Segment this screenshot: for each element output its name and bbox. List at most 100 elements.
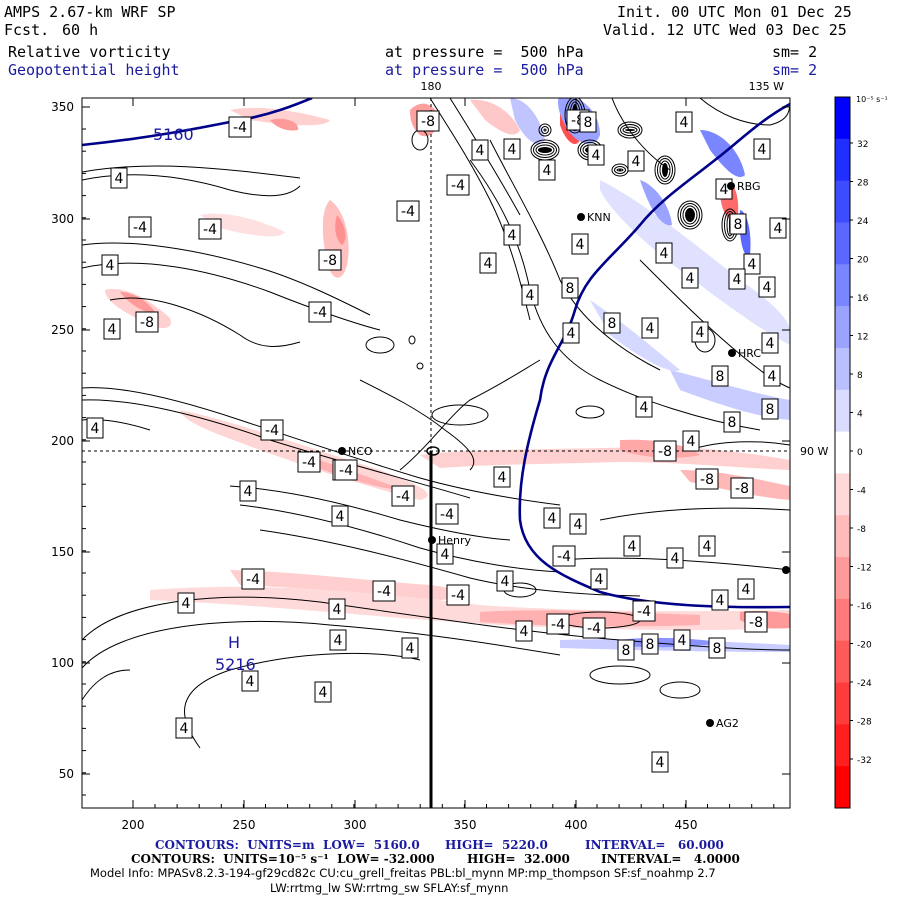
contour-label: 8 (766, 402, 775, 418)
station-dot (727, 182, 735, 190)
contour-label-box (627, 150, 645, 172)
contour-label: 4 (508, 142, 517, 158)
station-dot (782, 566, 790, 574)
contour-label: 4 (441, 547, 450, 563)
contour-label: 4 (576, 237, 585, 253)
colorbar-tick-label: 28 (857, 179, 869, 189)
contour-label-box (241, 670, 259, 692)
contour-label-box (708, 637, 726, 659)
vorticity-contour-cluster (654, 155, 676, 185)
colorbar-swatch (835, 222, 850, 265)
y-tick-label: 200 (51, 434, 74, 448)
contour-label-box (416, 110, 440, 132)
contour-label: -4 (313, 305, 327, 321)
contour-label: 8 (584, 115, 593, 131)
colorbar-tick-label: -32 (857, 756, 872, 766)
vorticity-shade (470, 99, 520, 135)
contour-label-box (641, 633, 659, 655)
contour-label: 4 (108, 322, 117, 338)
contour-label-box (515, 620, 533, 642)
vorticity-contour-loop (431, 404, 489, 426)
contour-label: 4 (680, 115, 689, 131)
footer-vort-interval: INTERVAL= 4.0000 (601, 852, 740, 866)
contour-label: 4 (484, 256, 493, 272)
contour-label: 4 (696, 325, 705, 341)
contour-label-box (372, 580, 396, 602)
contour-label-box (635, 396, 653, 418)
contour-label: 4 (501, 574, 510, 590)
contour-label: 4 (716, 593, 725, 609)
contour-label-box (493, 466, 511, 488)
contour-label: 8 (646, 637, 655, 653)
colorbar-swatch (835, 766, 850, 809)
contour-label-box (308, 301, 332, 323)
x-tick-label: 250 (233, 818, 256, 832)
contour-label: 4 (687, 434, 696, 450)
colorbar-tick-label: 12 (857, 333, 868, 343)
contour-label: -4 (637, 604, 651, 620)
vorticity-shade (230, 570, 459, 600)
contour-label: -4 (451, 178, 465, 194)
colorbar-tick-label: -20 (857, 641, 872, 651)
contour-label: -8 (700, 472, 714, 488)
footer-vort-high: HIGH= 32.000 (467, 852, 570, 866)
y-tick-label: 100 (51, 656, 74, 670)
contour-label-box (763, 365, 781, 387)
colorbar-swatch (835, 97, 850, 140)
contour-label: -4 (551, 617, 565, 633)
contour-label: 4 (660, 246, 669, 262)
contour-label-box (503, 224, 521, 246)
forecast-hour: 60 h (62, 21, 99, 39)
contour-label-box (682, 430, 700, 452)
model-title: AMPS 2.67-km WRF SP (4, 3, 176, 21)
vorticity-shade (600, 180, 790, 345)
contour-label: 4 (548, 511, 557, 527)
y-tick-label: 50 (59, 767, 74, 781)
contour-label: 4 (671, 551, 680, 567)
contour-label: 8 (728, 415, 737, 431)
contour-label-box (579, 111, 597, 133)
vorticity-shade (335, 215, 346, 245)
vorticity-contour-cluster (538, 123, 552, 137)
contour-label: 4 (543, 163, 552, 179)
colorbar-swatch (835, 431, 850, 474)
meridian-label-90w: 90 W (800, 445, 828, 458)
contour-label: 4 (766, 336, 775, 352)
contour-label-box (673, 629, 691, 651)
footer-model-info: Model Info: MPASv8.2.3-194-gf29cd82c CU:… (90, 866, 716, 880)
vorticity-contour (82, 596, 790, 651)
vorticity-shade (670, 370, 790, 420)
contour-label-box (711, 589, 729, 611)
contour-label: -4 (587, 621, 601, 637)
field2-smoothing: sm= 2 (772, 61, 818, 79)
contour-label: 4 (595, 572, 604, 588)
contour-label: -8 (323, 253, 337, 269)
vorticity-shade (230, 107, 330, 126)
contour-label: 8 (716, 369, 725, 385)
plot-frame (81, 97, 791, 809)
colorbar-swatch (835, 347, 850, 391)
contour-label-box (260, 419, 284, 441)
init-time: Init. 00 UTC Mon 01 Dec 25 (617, 3, 852, 21)
vorticity-contour (82, 242, 371, 316)
contour-label: 8 (566, 281, 575, 297)
contour-label-box (561, 277, 579, 299)
vorticity-contour (611, 98, 671, 171)
colorbar-tick-label: -28 (857, 718, 872, 728)
field2-name: Geopotential height (8, 61, 180, 79)
contour-label: 8 (734, 217, 743, 233)
footer-height-high: HIGH= 5220.0 (445, 838, 548, 852)
vorticity-contour-cluster (677, 200, 703, 230)
contour-label: 4 (678, 633, 687, 649)
contour-label-box (761, 398, 779, 420)
contour-label-box (86, 417, 104, 439)
field1-name: Relative vorticity (8, 43, 171, 61)
contour-label: -4 (396, 489, 410, 505)
contour-label-box (675, 111, 693, 133)
vorticity-contour-cluster (682, 205, 698, 225)
contour-label-box (103, 318, 121, 340)
contour-label: 4 (646, 321, 655, 337)
vorticity-contour (109, 297, 301, 347)
vorticity-contour (399, 359, 541, 471)
